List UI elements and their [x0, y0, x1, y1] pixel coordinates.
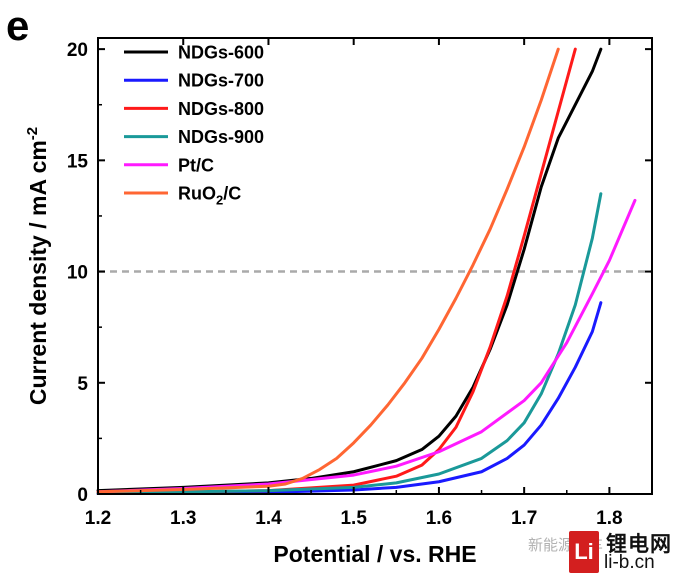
legend-label: NDGs-700	[178, 71, 264, 91]
watermark-site-name: 锂电网	[606, 532, 672, 556]
panel-label: e	[6, 2, 30, 49]
x-tick-label: 1.6	[426, 508, 452, 529]
legend-label-tail: /C	[223, 184, 241, 204]
legend-label: RuO2/C	[178, 184, 241, 208]
legend-label-sub: 2	[216, 193, 223, 208]
x-tick-label: 1.5	[340, 508, 367, 529]
plot-frame	[97, 37, 653, 495]
y-axis-title: Current density / mA cm-2	[24, 127, 51, 405]
y-tick-label: 0	[77, 485, 88, 506]
series-line-pt-c	[96, 198, 637, 494]
x-axis-title: Potential / vs. RHE	[273, 541, 476, 567]
series-line-ruo2-c	[96, 47, 560, 494]
watermark-domain: li-b.cn	[604, 552, 655, 573]
legend-label: Pt/C	[178, 155, 214, 175]
watermark-logo: Li	[569, 531, 599, 573]
series-line-ndgs-600	[96, 47, 603, 493]
series-line-ndgs-800	[96, 47, 577, 495]
y-axis-title-sup: -2	[24, 127, 41, 140]
legend-label: NDGs-600	[178, 43, 264, 63]
x-tick-label: 1.2	[85, 508, 111, 529]
legend: NDGs-600 NDGs-700 NDGs-800 NDGs-900 Pt/C RuO2…	[124, 43, 264, 208]
x-tick-label: 1.7	[511, 508, 537, 529]
x-tick-label: 1.3	[170, 508, 196, 529]
legend-label-main: RuO	[178, 184, 216, 204]
legend-label: NDGs-800	[178, 99, 264, 119]
y-tick-label: 15	[67, 151, 89, 172]
x-tick-label: 1.4	[255, 508, 282, 529]
legend-label: NDGs-900	[178, 127, 264, 147]
y-tick-label: 20	[67, 40, 88, 61]
x-tick-label: 1.8	[596, 508, 622, 529]
y-tick-label: 5	[77, 374, 88, 395]
y-tick-label: 10	[67, 263, 88, 284]
y-axis-title-main: Current density / mA cm	[25, 140, 51, 405]
tick-layer: 1.2 1.3 1.4 1.5 1.6 1.7 1.8 0 5 10 15 20	[67, 38, 652, 529]
